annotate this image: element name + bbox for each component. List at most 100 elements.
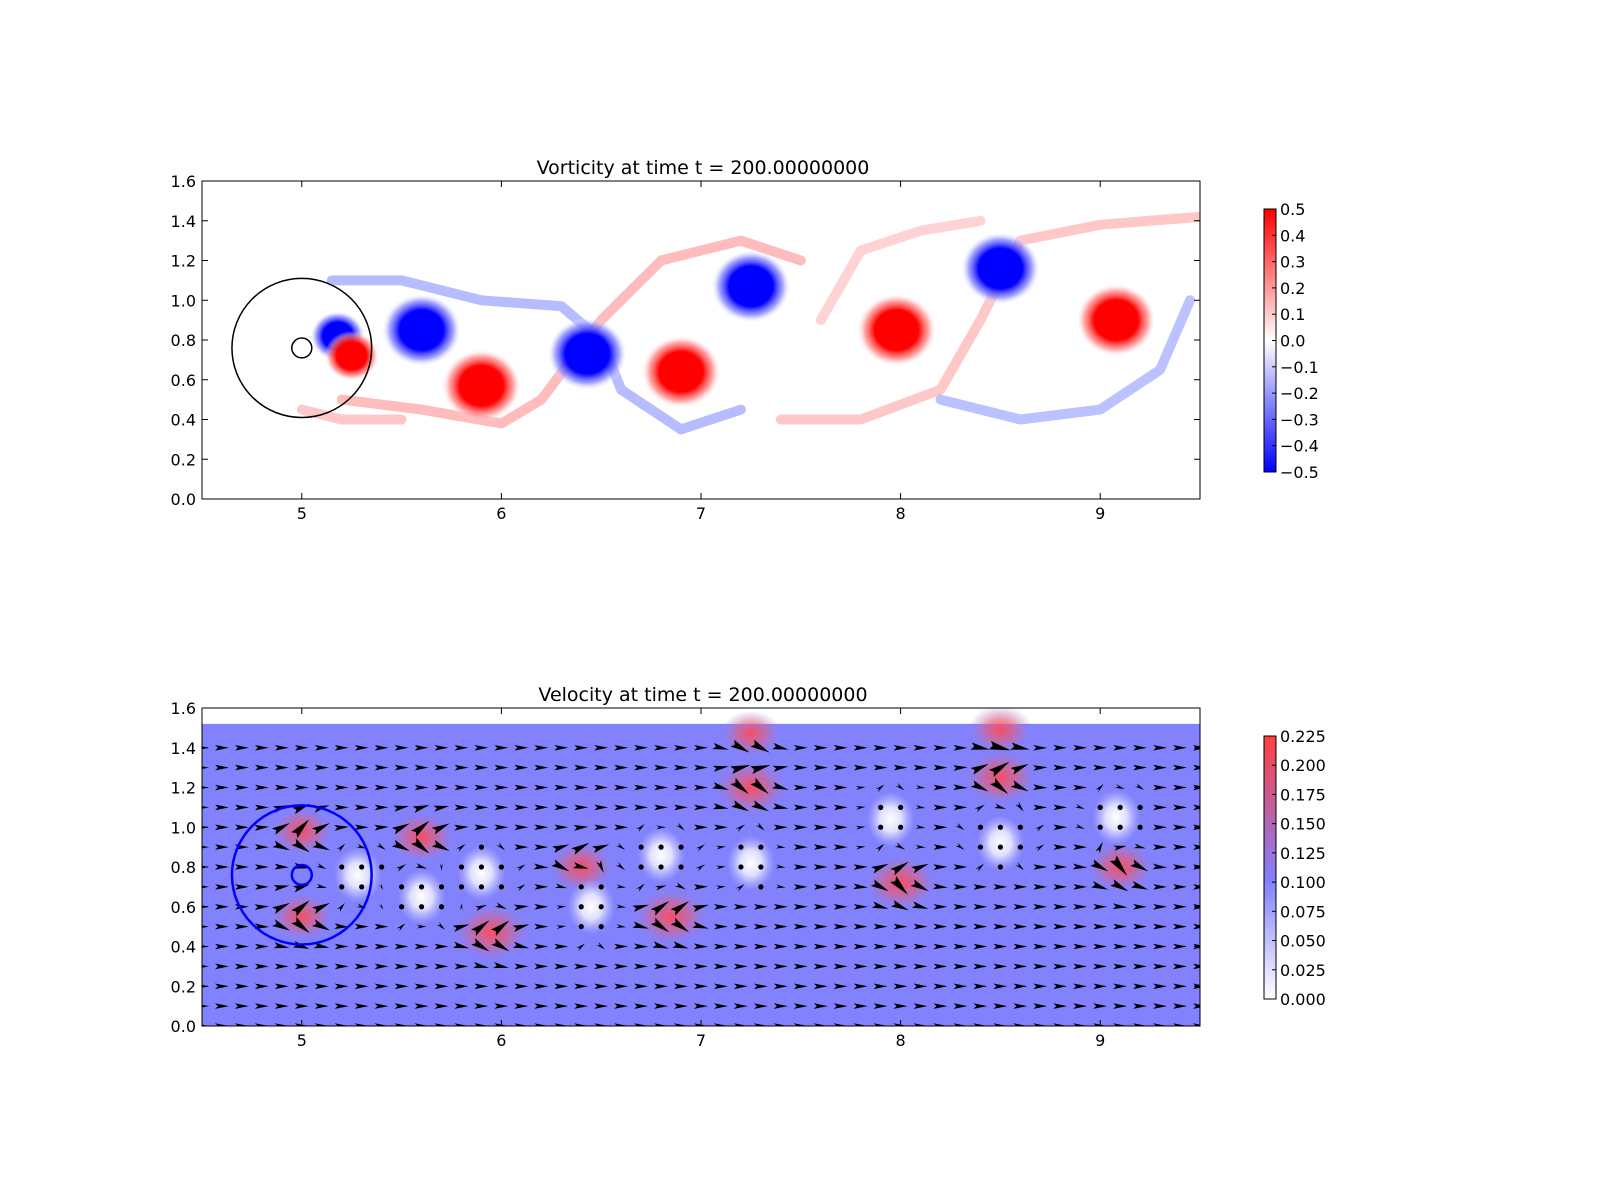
velocity-arrow	[1112, 903, 1128, 910]
velocity-arrow	[1152, 863, 1168, 870]
velocity-arrow	[514, 1003, 529, 1009]
velocity-arrow	[1133, 745, 1148, 751]
velocity-arrow	[654, 784, 669, 791]
velocity-arrow	[334, 923, 349, 930]
velocity-arrow	[1173, 904, 1187, 910]
velocity-arrow	[411, 837, 430, 854]
velocity-arrow	[254, 824, 270, 831]
velocity-arrow-dot	[1117, 824, 1123, 830]
velocity-arrow	[594, 824, 609, 831]
velocity-arrow	[316, 883, 328, 888]
y-tick-label: 1.4	[171, 739, 196, 758]
velocity-arrow	[1053, 963, 1068, 970]
velocity-arrow	[534, 963, 549, 970]
velocity-arrow	[873, 963, 888, 970]
velocity-arrow-dot	[977, 824, 984, 830]
velocity-arrow	[274, 1003, 289, 1009]
velocity-arrow	[395, 864, 407, 872]
velocity-arrow	[454, 983, 469, 990]
velocity-arrow-dot	[339, 884, 345, 890]
slow-flow-region	[457, 845, 506, 901]
velocity-arrow	[833, 844, 848, 850]
velocity-arrow	[614, 764, 629, 771]
velocity-arrow	[554, 745, 569, 751]
velocity-arrow	[312, 902, 330, 914]
velocity-arrow-dot	[758, 864, 764, 870]
velocity-arrow	[1013, 983, 1028, 990]
velocity-arrow	[374, 804, 389, 811]
colorbar-tick-label: 0.025	[1280, 961, 1326, 980]
velocity-arrow	[1033, 923, 1048, 930]
velocity-arrow	[1033, 804, 1048, 811]
velocity-arrow	[753, 943, 768, 950]
velocity-arrow	[1073, 963, 1088, 970]
colorbar-tick-label: 0.175	[1280, 785, 1326, 804]
velocity-arrow	[356, 843, 367, 849]
velocity-arrow	[1113, 963, 1128, 970]
x-tick-label: 5	[297, 504, 307, 523]
velocity-arrow-dot	[339, 864, 345, 870]
velocity-arrow	[1073, 884, 1088, 890]
velocity-arrow	[911, 863, 929, 874]
velocity-arrow	[1133, 983, 1148, 990]
vorticity-colorbar: 0.5 0.4 0.3 0.2 0.1 0.0 −0.1 −0.2 −0.3 −0.4 −0.5	[1263, 200, 1319, 482]
velocity-arrow	[234, 1003, 249, 1009]
y-tick-label: 0.2	[171, 977, 196, 996]
velocity-arrow	[378, 883, 384, 891]
vorticity-title: Vorticity at time t = 200.00000000	[537, 157, 870, 179]
velocity-arrow	[953, 904, 968, 910]
velocity-arrow	[374, 784, 389, 791]
velocity-arrow	[1153, 745, 1168, 751]
velocity-arrow	[1173, 844, 1187, 850]
velocity-arrow	[656, 825, 666, 830]
velocity-arrow	[474, 824, 489, 831]
colorbar-tick-label: 0.1	[1280, 305, 1305, 324]
velocity-arrow	[993, 943, 1008, 950]
velocity-arrow	[853, 1003, 868, 1009]
velocity-arrow	[1173, 963, 1187, 970]
velocity-arrow	[953, 983, 968, 990]
velocity-arrow	[202, 766, 209, 769]
velocity-arrow	[751, 800, 770, 812]
x-tick-label: 7	[696, 504, 706, 523]
velocity-arrow	[793, 963, 808, 970]
velocity-arrow	[1010, 780, 1029, 792]
velocity-y-axis: 0.0 0.2 0.4 0.6 0.8 1.0 1.2 1.4 1.6	[171, 699, 1200, 1036]
velocity-arrow	[833, 1003, 848, 1009]
velocity-arrow-dot	[438, 884, 445, 890]
velocity-arrow	[594, 1003, 609, 1009]
velocity-arrow-dot	[1137, 804, 1143, 810]
fast-flow-region	[713, 759, 789, 816]
velocity-arrow	[534, 764, 549, 771]
velocity-arrow	[813, 784, 828, 791]
velocity-arrow	[915, 784, 926, 789]
velocity-arrow	[750, 764, 771, 775]
vorticity-y-axis: 0.0 0.2 0.4 0.6 0.8 1.0 1.2 1.4 1.6	[171, 172, 1200, 509]
velocity-arrow-dot	[977, 844, 984, 850]
velocity-arrow	[1173, 923, 1187, 930]
velocity-arrow	[1113, 745, 1128, 751]
velocity-arrow	[988, 740, 1011, 751]
velocity-arrow	[273, 942, 290, 949]
velocity-arrow-dot	[498, 864, 504, 870]
vorticity-filament	[815, 215, 986, 326]
velocity-arrow	[494, 1003, 509, 1009]
colorbar-tick-label: 0.125	[1280, 844, 1326, 863]
velocity-arrow	[354, 943, 369, 950]
velocity-arrow	[436, 921, 446, 930]
velocity-arrow	[614, 943, 629, 950]
y-tick-label: 0.6	[171, 371, 196, 390]
velocity-arrow	[953, 943, 968, 950]
velocity-arrow	[215, 824, 229, 831]
y-tick-label: 0.0	[171, 1017, 196, 1036]
velocity-arrow	[552, 844, 570, 854]
velocity-arrow	[733, 963, 748, 970]
velocity-arrow	[953, 923, 968, 930]
velocity-arrow	[616, 884, 627, 889]
velocity-arrow	[494, 764, 509, 771]
velocity-arrow	[650, 917, 670, 933]
velocity-arrow	[592, 844, 610, 854]
velocity-arrow	[374, 923, 389, 930]
velocity-arrow	[354, 804, 369, 811]
